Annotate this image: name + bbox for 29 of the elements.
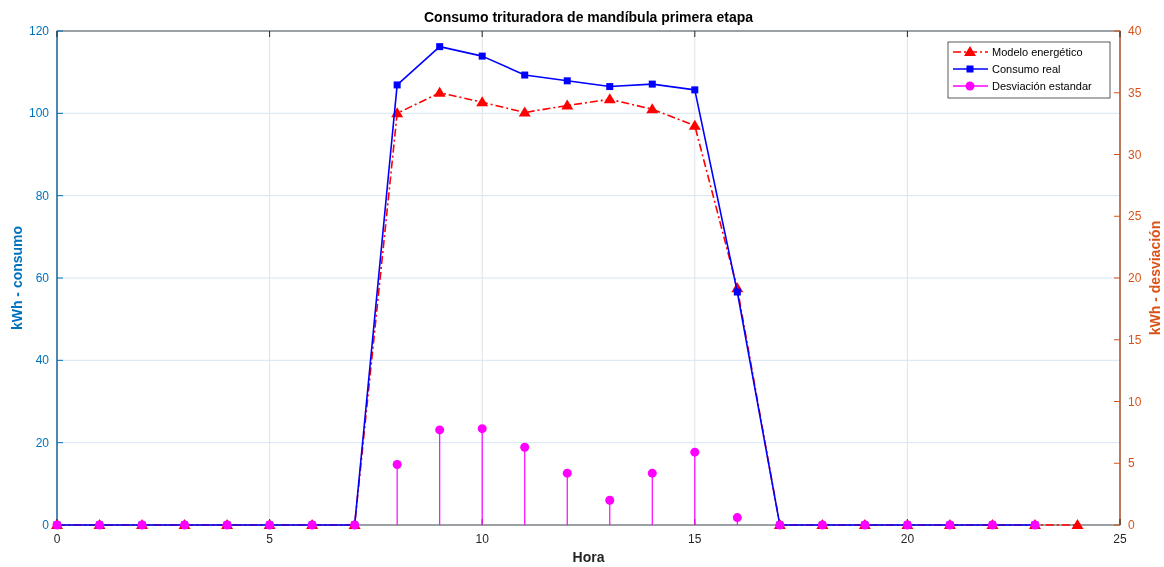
x-tick-label: 10 [475, 532, 490, 546]
x-tick-label: 15 [688, 532, 702, 546]
x-axis-title: Hora [572, 549, 605, 565]
y-tick-label: 40 [35, 353, 50, 368]
y-tick-label: 80 [35, 188, 50, 203]
y2-tick-label: 35 [1128, 85, 1142, 100]
y2-tick-label: 40 [1128, 24, 1142, 38]
y-tick-label: 100 [28, 106, 50, 121]
x-tick-label: 0 [53, 532, 61, 546]
x-tick-label: 20 [900, 532, 915, 546]
y2-tick-label: 10 [1128, 394, 1142, 409]
legend-label: Desviación estandar [992, 80, 1092, 92]
y-tick-label: 120 [28, 24, 50, 38]
x-tick-label: 25 [1113, 532, 1127, 546]
legend-label: Modelo energético [992, 46, 1083, 58]
y-tick-label: 60 [35, 271, 50, 285]
y2-tick-label: 30 [1128, 147, 1142, 162]
y-tick-label: 20 [35, 435, 50, 450]
y2-tick-label: 25 [1128, 209, 1142, 224]
y2-tick-label: 20 [1128, 271, 1142, 285]
y2-tick-label: 15 [1128, 332, 1142, 347]
y-axis-title: kWh - consumo [9, 225, 25, 331]
y2-axis-title: kWh - desviación [1147, 220, 1163, 336]
y2-tick-label: 5 [1128, 456, 1135, 471]
chart-title: Consumo trituradora de mandíbula primera etapa [423, 9, 754, 25]
y-tick-label: 0 [42, 518, 50, 532]
legend-label: Consumo real [992, 63, 1061, 75]
y2-tick-label: 0 [1128, 518, 1135, 532]
x-tick-label: 5 [266, 532, 274, 546]
